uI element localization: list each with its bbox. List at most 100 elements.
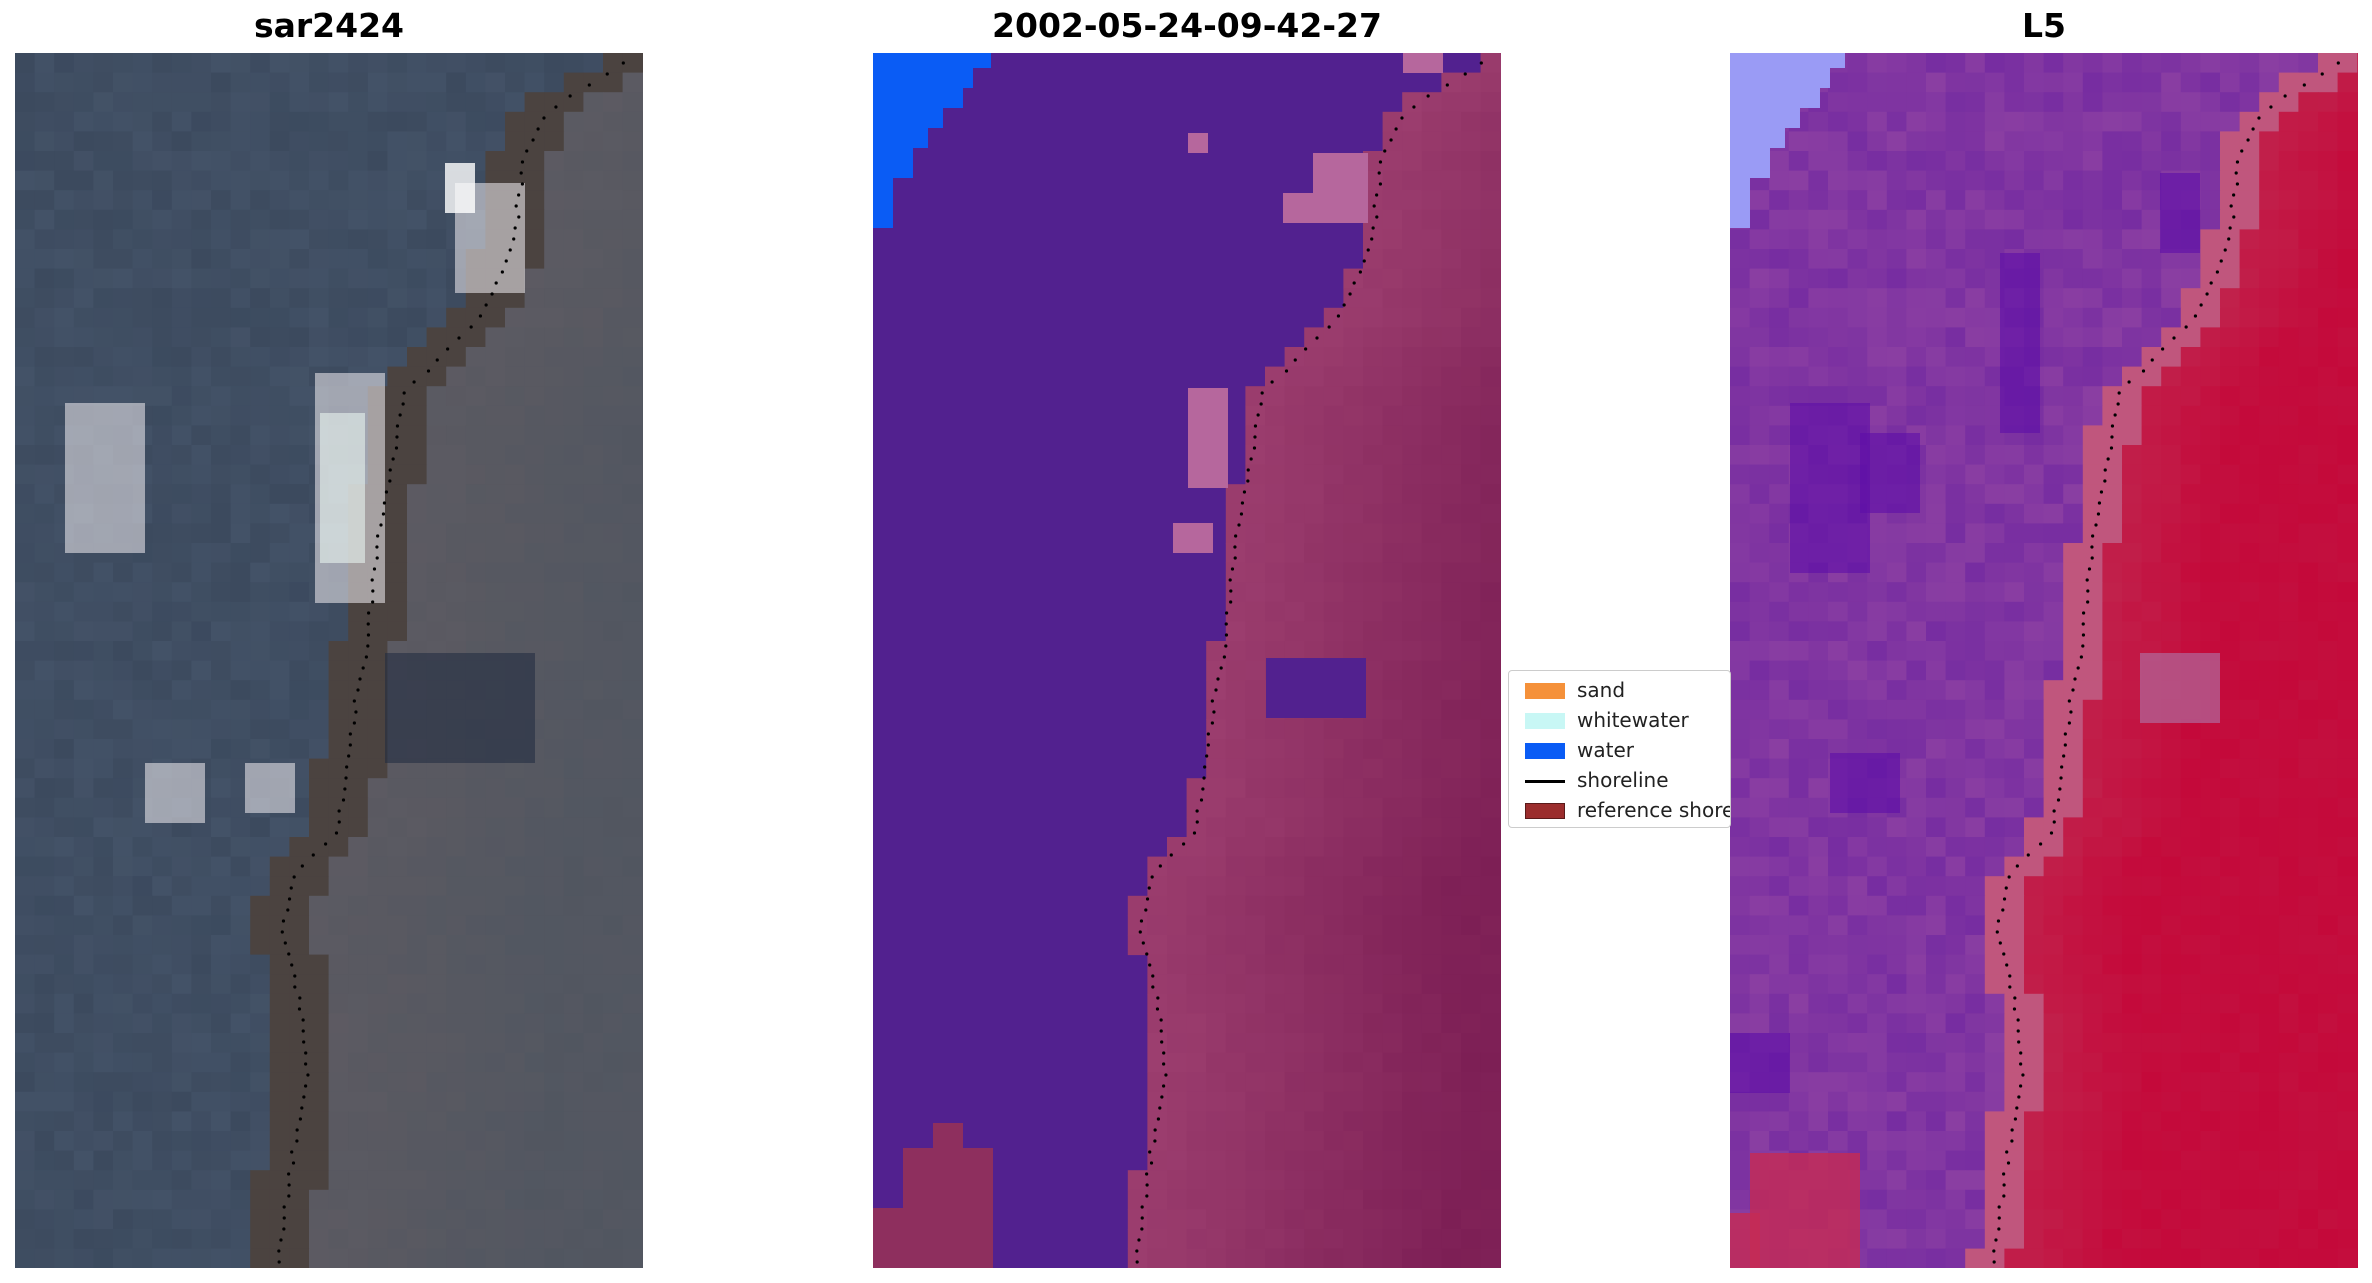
shoreline-point — [2094, 523, 2098, 527]
legend-item-whitewater: whitewater — [1517, 705, 1730, 735]
shoreline-point — [1216, 677, 1220, 681]
shoreline-point — [1348, 292, 1352, 296]
shoreline-point — [2008, 985, 2012, 989]
shoreline-point — [2161, 347, 2165, 351]
shoreline-point — [289, 886, 293, 890]
shoreline-point — [1242, 490, 1247, 494]
shoreline-point — [1352, 281, 1356, 285]
shoreline-point — [1370, 237, 1374, 241]
shoreline-point — [2103, 479, 2107, 483]
shoreline-point — [1229, 589, 1233, 593]
shoreline-point — [287, 952, 291, 956]
shoreline-point — [2071, 688, 2075, 692]
shoreline-point — [1140, 1205, 1144, 1209]
shoreline-point — [2002, 1172, 2006, 1176]
shoreline-point — [1160, 1095, 1164, 1099]
shoreline-point — [358, 677, 362, 681]
shoreline-point — [280, 930, 284, 934]
shoreline-point — [283, 941, 287, 945]
shoreline-point — [2103, 468, 2107, 472]
shoreline-point — [2073, 677, 2077, 681]
shoreline-point — [1192, 831, 1197, 835]
rgb-image — [15, 53, 643, 1268]
shoreline-point — [2052, 820, 2056, 824]
shoreline-point — [2235, 160, 2240, 164]
shoreline-point — [2001, 908, 2005, 912]
shoreline-point — [298, 996, 302, 1000]
shoreline-point — [1233, 556, 1237, 560]
shoreline-point — [2232, 215, 2236, 219]
shoreline-point — [348, 743, 352, 747]
shoreline-point — [1246, 468, 1250, 472]
shoreline-point — [1201, 787, 1205, 791]
shoreline-point — [512, 237, 516, 241]
shoreline-point — [1205, 754, 1209, 758]
shoreline-point — [401, 402, 405, 406]
shoreline-point — [1375, 193, 1379, 197]
shoreline-point — [426, 369, 431, 373]
shoreline-point — [1260, 391, 1264, 395]
shoreline-point — [2081, 633, 2086, 637]
shoreline-point — [1151, 985, 1155, 989]
shoreline-point — [391, 457, 395, 461]
shoreline-point — [297, 1007, 302, 1011]
shoreline-point — [525, 149, 529, 153]
shoreline-point — [1140, 1227, 1144, 1231]
shoreline-point — [2106, 457, 2110, 461]
shoreline-point — [1400, 116, 1404, 120]
shoreline-point — [302, 1095, 306, 1099]
shoreline-point — [1253, 424, 1258, 428]
shoreline-point — [301, 1018, 305, 1022]
shoreline-point — [302, 1040, 306, 1044]
shoreline-point — [398, 413, 402, 417]
shoreline-point — [2062, 754, 2066, 758]
legend: sand whitewater water shoreline referenc… — [1508, 670, 1731, 828]
shoreline-point — [1135, 1249, 1139, 1253]
shoreline-point — [2209, 281, 2213, 285]
shoreline-point — [337, 809, 341, 813]
shoreline-point — [2017, 1040, 2021, 1044]
shoreline-point — [542, 116, 546, 120]
shoreline-point — [517, 193, 521, 197]
shoreline-point — [2091, 534, 2095, 538]
shoreline-point — [1315, 336, 1319, 340]
shoreline-point — [2063, 732, 2067, 736]
shoreline-point — [2081, 611, 2086, 615]
shoreline-point — [2015, 864, 2019, 868]
shoreline-point — [1383, 149, 1387, 153]
shoreline-point — [281, 919, 286, 923]
shoreline-point — [1199, 798, 1204, 802]
shoreline-point — [1998, 941, 2002, 945]
legend-label-sand: sand — [1577, 678, 1626, 702]
shoreline-point — [287, 897, 292, 901]
shoreline-point — [2227, 237, 2231, 241]
shoreline-point — [1150, 875, 1154, 879]
shoreline-point — [2063, 743, 2067, 747]
shoreline-point — [1237, 523, 1241, 527]
shoreline-point — [375, 556, 379, 560]
shoreline-point — [286, 908, 290, 912]
shoreline-point — [1159, 1029, 1163, 1033]
shoreline-point — [2090, 545, 2094, 549]
shoreline-point — [2019, 1062, 2023, 1066]
reference-shoreline-swatch — [1525, 803, 1565, 819]
shoreline-point — [1304, 347, 1308, 351]
shoreline-point — [1230, 567, 1235, 571]
shoreline-point — [295, 1128, 299, 1132]
shoreline-point — [352, 699, 356, 703]
shoreline-point — [1224, 611, 1229, 615]
shoreline-point — [282, 1216, 286, 1220]
shoreline-point — [1138, 930, 1142, 934]
shoreline-point — [1253, 435, 1257, 439]
shoreline-point — [412, 380, 416, 384]
shoreline-point — [394, 446, 399, 450]
shoreline-point — [1144, 908, 1148, 912]
shoreline-point — [1212, 710, 1216, 714]
shoreline-point — [1139, 919, 1144, 923]
shoreline-point — [1224, 633, 1229, 637]
shoreline-point — [1160, 1040, 1164, 1044]
shoreline-point — [293, 974, 297, 978]
shoreline-point — [334, 831, 339, 835]
shoreline-point — [508, 248, 512, 252]
shoreline-point — [2109, 446, 2114, 450]
